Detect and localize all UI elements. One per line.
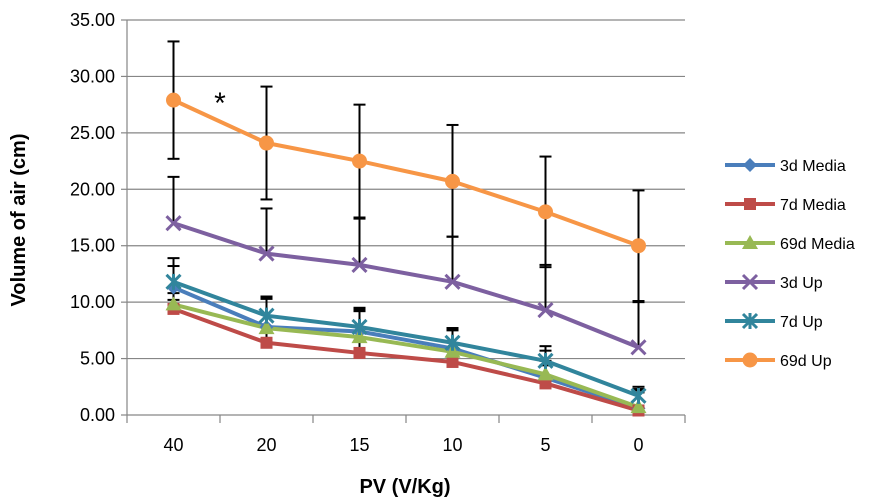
- legend-item-3d-media: 3d Media: [725, 158, 846, 175]
- x-tick-label: 40: [163, 435, 183, 455]
- legend-item-69d-media: 69d Media: [725, 235, 855, 253]
- data-point-7d-up: [537, 352, 554, 369]
- data-point-7d-up: [630, 387, 647, 404]
- legend-label: 7d Up: [780, 314, 823, 331]
- series-line-69d-media: [173, 302, 640, 409]
- y-tick-label: 5.00: [80, 349, 115, 369]
- data-point-3d-up: [351, 256, 368, 273]
- legend-item-7d-media: 7d Media: [725, 197, 846, 214]
- data-point-7d-up: [258, 307, 275, 324]
- series-lines: [172, 98, 640, 413]
- data-point-69d-up: [259, 135, 274, 151]
- series-line-69d-up: [172, 98, 640, 248]
- legend-marker: [741, 312, 759, 330]
- data-point-3d-up: [444, 273, 461, 290]
- axes: [126, 20, 685, 416]
- x-tick-label: 0: [633, 435, 643, 455]
- data-point-69d-up: [445, 173, 460, 189]
- legend-item-3d-up: 3d Up: [725, 273, 823, 292]
- data-point-7d-media: [446, 355, 459, 368]
- legend-label: 3d Media: [780, 158, 846, 175]
- data-point-69d-up: [352, 153, 367, 169]
- y-tick-label: 10.00: [70, 292, 115, 312]
- data-point-69d-media: [258, 320, 275, 335]
- legend-marker: [741, 273, 759, 291]
- data-point-69d-media: [444, 343, 461, 358]
- data-point-7d-up: [165, 273, 182, 290]
- x-tick-label: 5: [540, 435, 550, 455]
- y-tick-label: 20.00: [70, 179, 115, 199]
- data-point-7d-media: [539, 377, 552, 390]
- legend-label: 3d Up: [780, 275, 823, 292]
- legend-marker: [742, 235, 758, 249]
- data-point-69d-media: [351, 329, 368, 344]
- grid-lines: [127, 19, 685, 360]
- data-point-69d-up: [538, 204, 553, 220]
- y-tick-label: 30.00: [70, 66, 115, 86]
- legend-item-69d-up: 69d Up: [725, 352, 832, 370]
- series-line-3d-media: [172, 285, 640, 411]
- legend-marker: [743, 158, 757, 172]
- series-line-3d-up: [172, 221, 640, 350]
- x-tick-label: 20: [256, 435, 276, 455]
- data-point-3d-up: [258, 245, 275, 262]
- series-line-7d-up: [172, 279, 640, 398]
- y-tick-label: 15.00: [70, 236, 115, 256]
- data-point-3d-up: [165, 215, 182, 232]
- data-point-7d-up: [351, 318, 368, 336]
- significance-annotation: *: [214, 87, 226, 120]
- data-point-69d-up: [631, 238, 646, 254]
- data-point-7d-media: [353, 346, 366, 359]
- data-point-7d-up: [444, 334, 461, 351]
- legend-label: 69d Media: [780, 236, 855, 253]
- legend-item-7d-up: 7d Up: [725, 312, 823, 331]
- series-markers: [165, 92, 647, 417]
- y-tick-label: 0.00: [80, 405, 115, 425]
- x-tick-label: 15: [349, 435, 369, 455]
- data-point-3d-up: [630, 339, 647, 356]
- data-point-7d-media: [260, 336, 273, 349]
- data-point-69d-media: [537, 366, 554, 381]
- legend-marker: [744, 198, 756, 210]
- data-point-3d-up: [537, 301, 554, 319]
- legend-marker: [742, 352, 758, 368]
- y-tick-label: 35.00: [70, 10, 115, 30]
- y-axis-ticks: 0.00 5.00 10.00 15.00 20.00 25.00 30.00 35.00: [70, 10, 127, 425]
- data-point-69d-media: [165, 296, 182, 311]
- legend-label: 69d Up: [780, 353, 832, 370]
- y-tick-label: 25.00: [70, 123, 115, 143]
- x-axis-ticks: 40 20 15 10 5 0: [126, 415, 686, 455]
- legend-label: 7d Media: [780, 197, 846, 214]
- y-axis-title: Volume of air (cm): [8, 134, 30, 307]
- legend: 3d Media 7d Media 69d Media 3d Up 7d Up 69d U…: [725, 158, 855, 370]
- x-tick-label: 10: [442, 435, 462, 455]
- series-line-7d-media: [172, 307, 640, 413]
- data-point-69d-up: [166, 92, 181, 108]
- error-bars: [167, 40, 645, 411]
- data-point-69d-media: [630, 399, 647, 414]
- x-axis-title: PV (V/Kg): [359, 476, 450, 498]
